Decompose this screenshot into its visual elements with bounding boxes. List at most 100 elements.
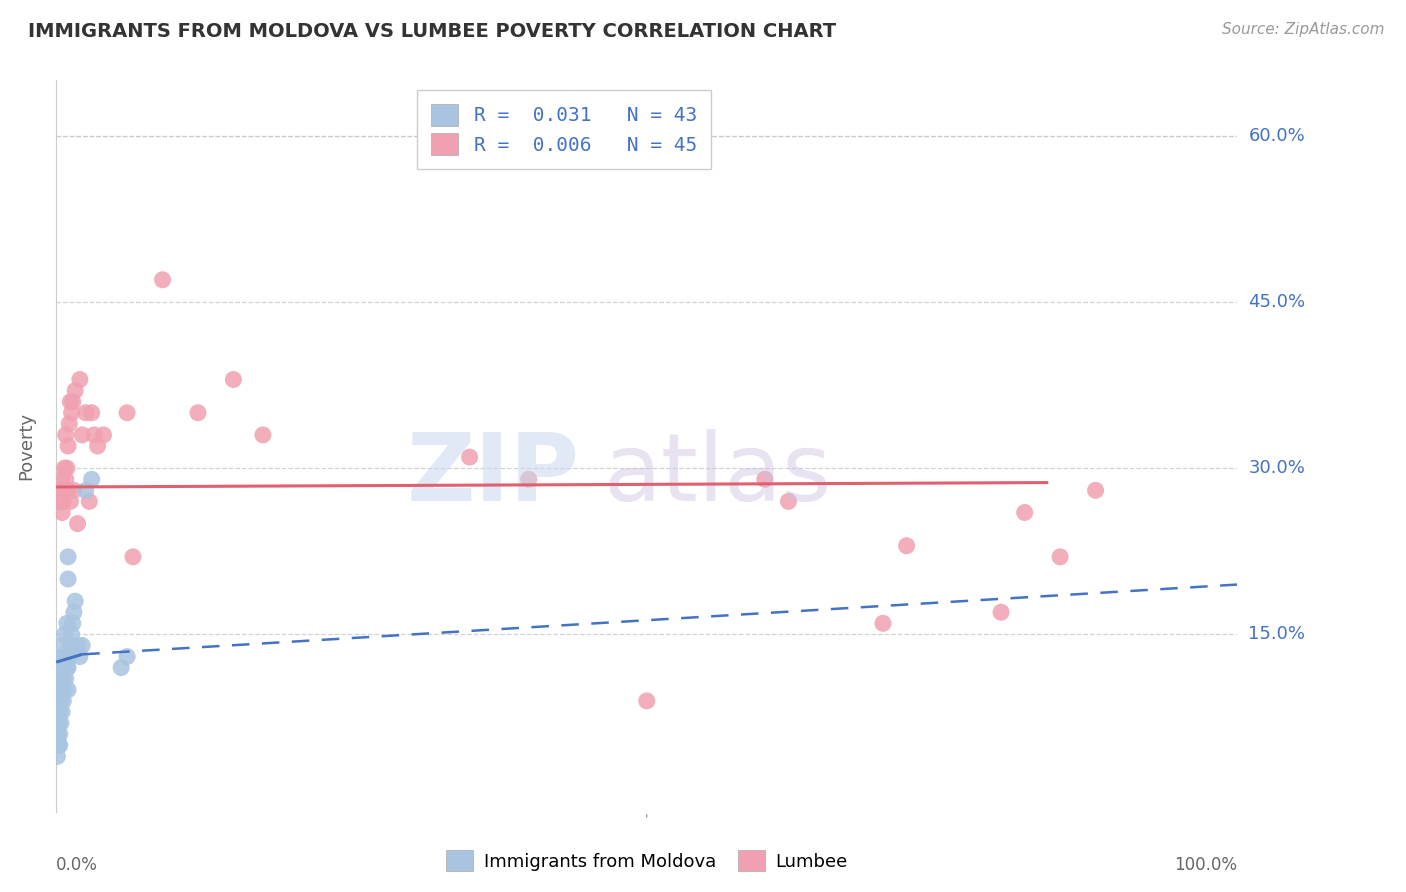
Point xyxy=(49,738,72,752)
Point xyxy=(990,605,1012,619)
Text: atlas: atlas xyxy=(603,429,832,521)
Point xyxy=(49,672,72,686)
Y-axis label: Poverty: Poverty xyxy=(17,412,35,480)
Point xyxy=(63,605,86,619)
Point xyxy=(62,394,84,409)
Point xyxy=(52,694,75,708)
Text: 0.0%: 0.0% xyxy=(56,855,98,873)
Point xyxy=(69,649,91,664)
Point xyxy=(56,616,79,631)
Point xyxy=(517,472,540,486)
Point xyxy=(49,694,72,708)
Point xyxy=(53,483,76,498)
Point xyxy=(53,682,76,697)
Point xyxy=(122,549,145,564)
Point xyxy=(56,572,79,586)
Point xyxy=(49,727,72,741)
Point xyxy=(1014,506,1036,520)
Point xyxy=(51,660,73,674)
Point xyxy=(222,372,245,386)
Legend: R =  0.031   N = 43, R =  0.006   N = 45: R = 0.031 N = 43, R = 0.006 N = 45 xyxy=(418,90,710,169)
Point xyxy=(872,616,894,631)
Point xyxy=(115,649,138,664)
Point xyxy=(46,727,69,741)
Point xyxy=(49,682,72,697)
Point xyxy=(56,549,79,564)
Point xyxy=(86,439,108,453)
Point xyxy=(778,494,800,508)
Point xyxy=(56,483,79,498)
Point xyxy=(56,439,79,453)
Point xyxy=(48,716,70,731)
Point xyxy=(52,672,75,686)
Point xyxy=(59,639,82,653)
Point xyxy=(80,472,103,486)
Point xyxy=(53,627,76,641)
Point xyxy=(79,494,101,508)
Point xyxy=(754,472,776,486)
Point xyxy=(93,428,115,442)
Point xyxy=(80,406,103,420)
Point xyxy=(1084,483,1107,498)
Point xyxy=(56,682,79,697)
Point xyxy=(51,472,73,486)
Point xyxy=(63,483,86,498)
Point xyxy=(152,273,174,287)
Point xyxy=(59,394,82,409)
Point xyxy=(51,705,73,719)
Point xyxy=(55,428,77,442)
Point xyxy=(52,494,75,508)
Point xyxy=(55,672,77,686)
Point xyxy=(49,494,72,508)
Point xyxy=(58,649,80,664)
Point xyxy=(636,694,658,708)
Point xyxy=(49,483,72,498)
Point xyxy=(51,682,73,697)
Point xyxy=(60,406,83,420)
Point xyxy=(55,472,77,486)
Point xyxy=(70,428,93,442)
Point xyxy=(49,716,72,731)
Point xyxy=(110,660,132,674)
Point xyxy=(56,461,79,475)
Point xyxy=(70,639,93,653)
Point xyxy=(53,660,76,674)
Text: 45.0%: 45.0% xyxy=(1249,293,1306,311)
Point xyxy=(52,649,75,664)
Point xyxy=(83,428,105,442)
Point xyxy=(60,627,83,641)
Point xyxy=(59,494,82,508)
Point xyxy=(63,594,86,608)
Text: IMMIGRANTS FROM MOLDOVA VS LUMBEE POVERTY CORRELATION CHART: IMMIGRANTS FROM MOLDOVA VS LUMBEE POVERT… xyxy=(28,22,837,41)
Point xyxy=(187,406,209,420)
Point xyxy=(252,428,274,442)
Point xyxy=(896,539,918,553)
Point xyxy=(51,639,73,653)
Point xyxy=(69,372,91,386)
Legend: Immigrants from Moldova, Lumbee: Immigrants from Moldova, Lumbee xyxy=(439,843,855,879)
Text: 100.0%: 100.0% xyxy=(1174,855,1237,873)
Point xyxy=(53,461,76,475)
Point xyxy=(48,694,70,708)
Point xyxy=(62,616,84,631)
Point xyxy=(49,705,72,719)
Text: ZIP: ZIP xyxy=(406,429,579,521)
Point xyxy=(66,516,89,531)
Point xyxy=(75,483,97,498)
Point xyxy=(56,660,79,674)
Text: 30.0%: 30.0% xyxy=(1249,459,1305,477)
Point xyxy=(56,660,79,674)
Text: Source: ZipAtlas.com: Source: ZipAtlas.com xyxy=(1222,22,1385,37)
Point xyxy=(46,749,69,764)
Point xyxy=(458,450,481,464)
Point xyxy=(1049,549,1071,564)
Point xyxy=(115,406,138,420)
Point xyxy=(48,738,70,752)
Text: 15.0%: 15.0% xyxy=(1249,625,1305,643)
Text: 60.0%: 60.0% xyxy=(1249,127,1305,145)
Point xyxy=(55,649,77,664)
Point xyxy=(63,384,86,398)
Point xyxy=(51,506,73,520)
Point xyxy=(58,417,80,431)
Point xyxy=(66,639,89,653)
